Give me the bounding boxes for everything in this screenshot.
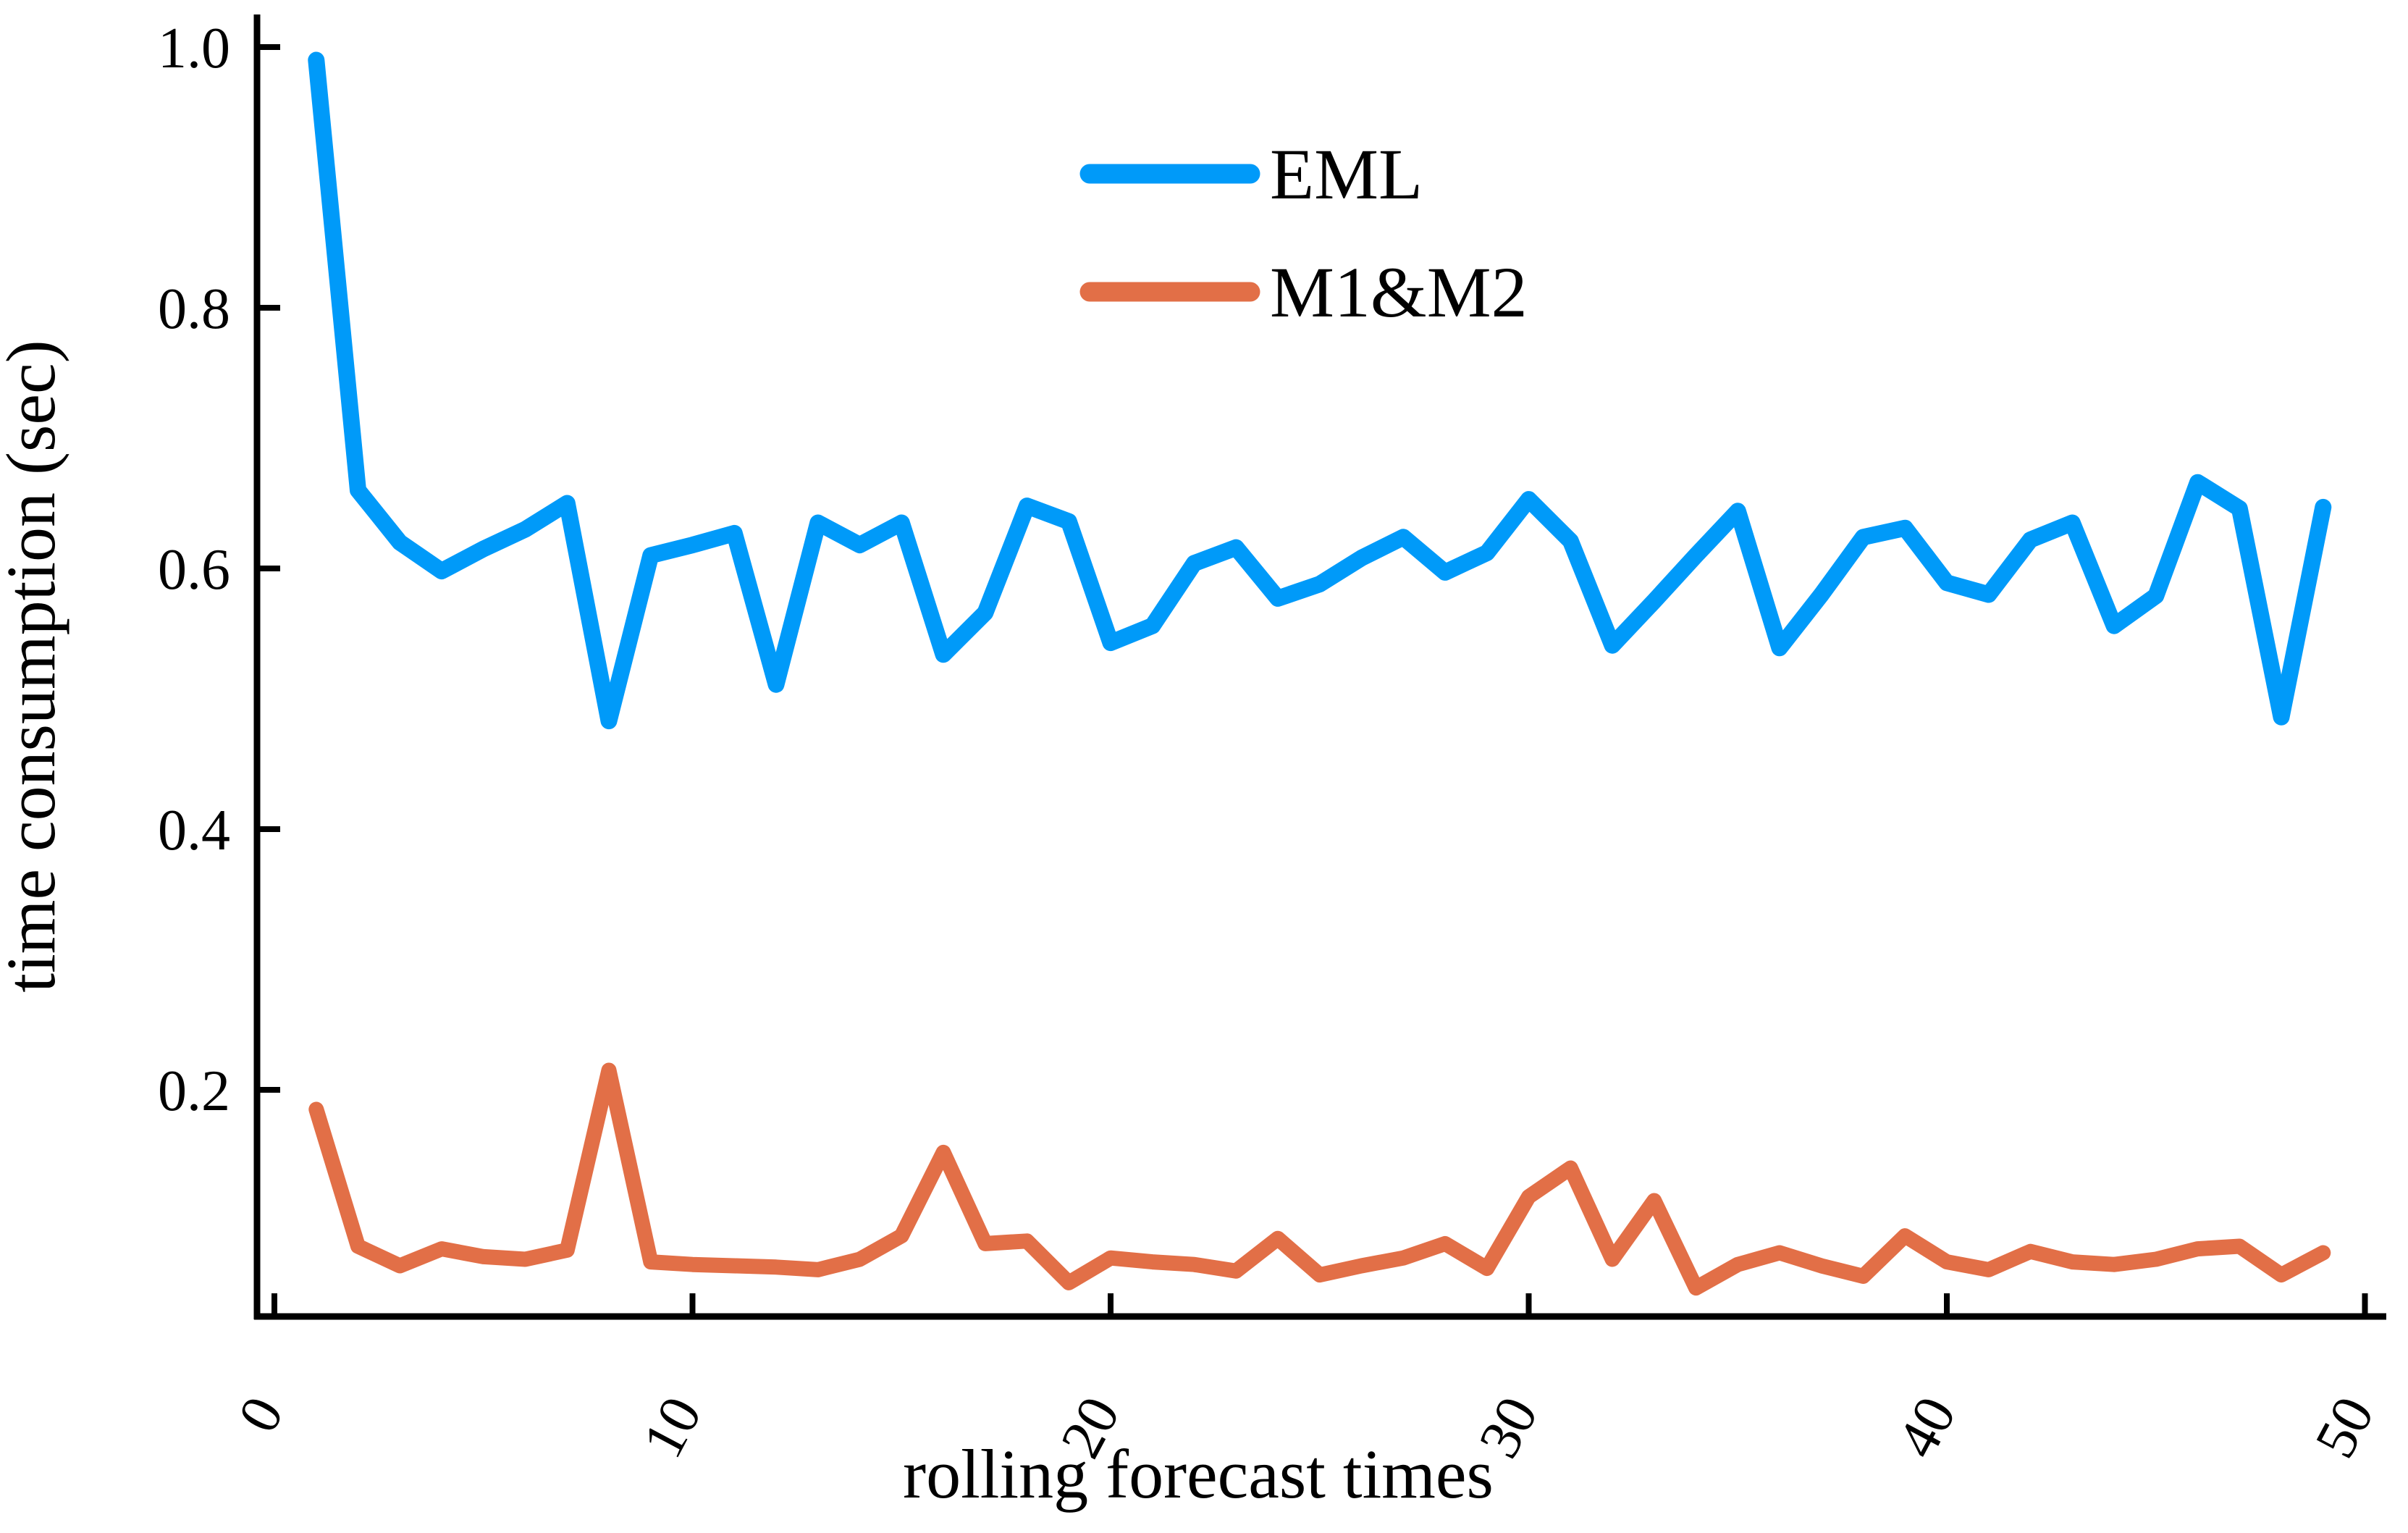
y-axis-ticks: 0.2 0.4 0.6 0.8 1.0 [158, 17, 280, 1123]
plot-series-group [308, 51, 2332, 1296]
y-tick-label: 0.4 [158, 799, 230, 862]
axis-labels: rolling forecast times time consumption … [0, 340, 1494, 1513]
legend-label-eml: EML [1270, 134, 1423, 214]
series-line-m1m2 [308, 1062, 2331, 1296]
y-axis-title: time consumption (sec) [0, 340, 70, 992]
legend: EML M1&M2 [1079, 134, 1528, 332]
x-axis-title: rolling forecast times [903, 1435, 1494, 1513]
y-tick-label: 0.6 [158, 538, 230, 602]
axes-spines [253, 14, 2386, 1320]
x-tick-label: 0 [226, 1387, 295, 1442]
y-tick-label: 1.0 [158, 17, 230, 80]
y-tick-label: 0.8 [158, 277, 230, 341]
series-line-eml [308, 51, 2332, 730]
legend-label-m1m2: M1&M2 [1270, 252, 1528, 332]
x-tick-label: 50 [2303, 1387, 2386, 1468]
x-tick-label: 40 [1885, 1387, 1969, 1468]
y-tick-label: 0.2 [158, 1059, 230, 1123]
x-tick-label: 10 [631, 1387, 714, 1468]
